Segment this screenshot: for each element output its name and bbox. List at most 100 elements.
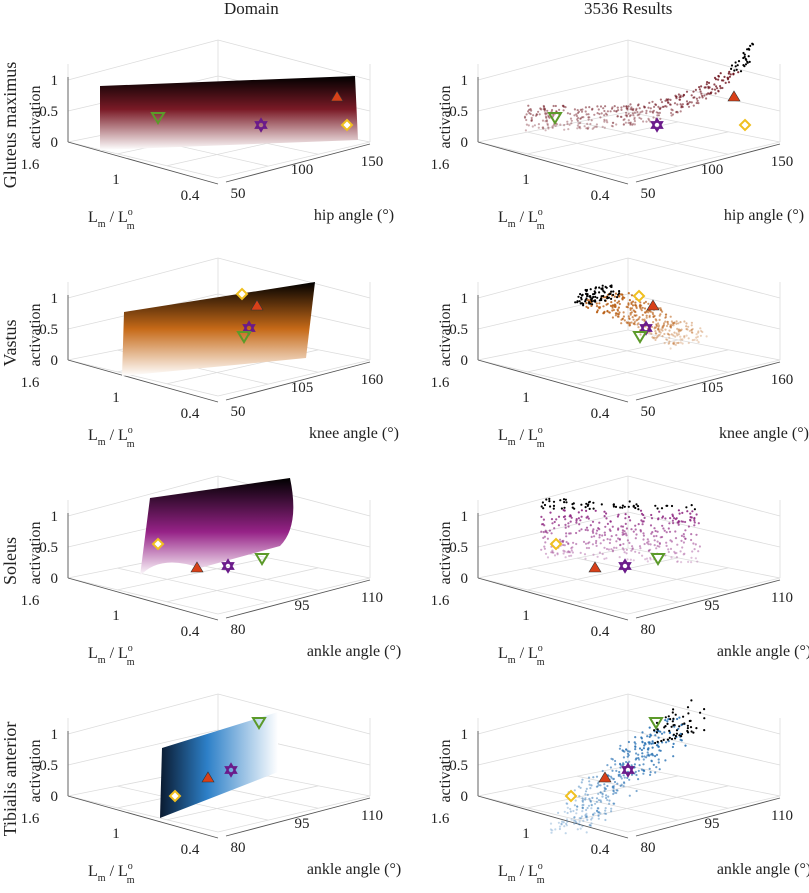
scatter-point	[624, 114, 627, 117]
scatter-point	[645, 316, 648, 319]
scatter-point	[654, 504, 657, 507]
scatter-point	[574, 819, 577, 822]
scatter-point	[558, 827, 561, 831]
y-tick-label: 0.4	[591, 842, 610, 858]
scatter-point	[633, 116, 636, 119]
scatter-point	[691, 550, 694, 553]
scatter-point	[668, 729, 671, 732]
scatter-point	[629, 558, 632, 561]
grid-line	[627, 511, 781, 548]
scatter-point	[569, 807, 572, 811]
z-axis-label: activation	[437, 85, 454, 148]
scatter-point	[714, 92, 717, 95]
scatter-point	[653, 105, 656, 108]
scatter-point	[659, 331, 662, 334]
scatter-point	[679, 341, 682, 344]
grid-line	[477, 693, 629, 735]
marker-triangle-down	[648, 717, 664, 730]
scatter-point	[598, 112, 601, 116]
scatter-point	[698, 96, 701, 99]
z-tick-label: 1	[461, 509, 469, 525]
scatter-point	[720, 79, 724, 82]
marker-triangle-up	[190, 561, 204, 573]
scatter-point	[587, 118, 590, 121]
scatter-point	[628, 760, 631, 763]
scatter-point	[575, 812, 578, 815]
scatter-point	[687, 560, 690, 563]
scatter-point	[687, 525, 690, 528]
scatter-point	[566, 112, 569, 115]
scatter-point	[587, 804, 591, 807]
scatter-point	[664, 759, 667, 762]
scatter-point	[688, 719, 691, 723]
scatter-point	[655, 547, 658, 550]
scatter-point	[701, 94, 704, 97]
scatter-point	[602, 107, 605, 110]
scatter-point	[597, 784, 600, 787]
scatter-point	[567, 550, 570, 553]
scatter-point	[658, 111, 661, 114]
scatter-point	[654, 103, 657, 106]
scatter-point	[683, 552, 686, 555]
x-tick-label: 95	[295, 816, 310, 832]
scatter-point	[730, 67, 733, 70]
grid-line	[477, 475, 629, 517]
scatter-point	[565, 824, 568, 827]
scatter-point	[610, 285, 613, 289]
scatter-point	[580, 515, 583, 518]
scatter-point	[554, 828, 557, 831]
scatter-point	[651, 311, 654, 314]
scatter-point	[586, 515, 589, 518]
scatter-point	[594, 287, 597, 290]
scatter-point	[677, 727, 680, 730]
scatter-point	[616, 315, 619, 318]
scatter-point	[623, 551, 626, 554]
scatter-point	[565, 535, 568, 538]
surface-mesh	[122, 282, 315, 376]
scatter-point	[563, 124, 566, 127]
scatter-point	[649, 733, 652, 736]
scatter-point	[544, 115, 548, 118]
scatter-point	[562, 552, 565, 555]
scatter-point	[616, 115, 619, 118]
scatter-point	[565, 818, 569, 821]
scatter-point	[577, 822, 580, 826]
scatter-point	[609, 766, 612, 769]
scatter-point	[598, 536, 601, 539]
scatter-point	[542, 531, 545, 534]
scatter-point	[663, 731, 666, 734]
scatter-point	[666, 322, 670, 326]
y-axis-label: Lm / Lo m	[498, 861, 545, 886]
scatter-point	[673, 550, 676, 553]
scatter-point	[689, 726, 693, 729]
scatter-point	[690, 538, 693, 542]
row-label: Gluteus maximus	[0, 62, 20, 189]
scatter-point	[592, 507, 595, 510]
scatter-point	[656, 530, 659, 533]
scatter-point	[695, 533, 698, 536]
scatter-point	[570, 549, 573, 552]
scatter-point	[686, 328, 689, 331]
grid-line	[117, 567, 269, 603]
scatter-point	[659, 536, 662, 539]
x-tick-label: 80	[641, 622, 656, 638]
scatter-point	[568, 532, 571, 535]
x-tick-label: 110	[771, 808, 793, 824]
scatter-point	[689, 518, 692, 521]
scatter-point	[567, 522, 570, 525]
scatter-point	[546, 537, 549, 540]
grid-line	[67, 729, 219, 766]
scatter-point	[627, 119, 630, 122]
scatter-point	[569, 810, 572, 813]
scatter-point	[593, 535, 596, 538]
scatter-point	[625, 527, 628, 530]
scatter-point	[605, 517, 608, 520]
z-tick-label: 0.5	[449, 104, 468, 120]
scatter-point	[653, 314, 656, 318]
scatter-point	[700, 85, 703, 88]
z-tick-label: 0.5	[39, 322, 58, 338]
scatter-point	[599, 116, 602, 119]
scatter-point	[655, 332, 658, 335]
scatter-point	[634, 736, 637, 739]
